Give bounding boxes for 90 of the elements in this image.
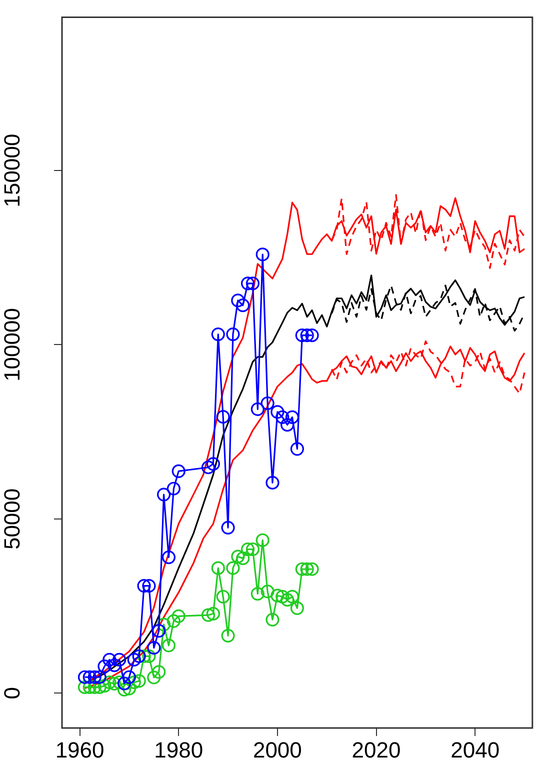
point: [216, 590, 230, 604]
y-tick-label: 100000: [0, 308, 24, 382]
point: [166, 614, 180, 628]
point: [112, 652, 126, 667]
point: [82, 680, 96, 694]
point: [276, 590, 290, 604]
point: [132, 674, 146, 688]
point: [78, 670, 92, 684]
y-tick-label: 150000: [0, 134, 24, 208]
point: [137, 649, 151, 664]
point: [246, 542, 260, 556]
point: [285, 410, 300, 424]
point: [166, 482, 180, 496]
point: [226, 561, 240, 575]
point: [211, 561, 225, 575]
point: [305, 328, 319, 342]
y-tick-label: 0: [0, 687, 24, 700]
point: [137, 579, 151, 593]
point: [280, 418, 294, 432]
point: [142, 649, 156, 664]
point: [78, 680, 92, 694]
point: [206, 606, 220, 621]
point: [132, 649, 146, 664]
point: [127, 676, 141, 690]
point: [266, 476, 280, 490]
point: [127, 652, 141, 667]
point: [117, 682, 132, 696]
point: [82, 670, 96, 684]
point: [211, 327, 225, 342]
x-tick-label: 2020: [352, 737, 401, 762]
point: [117, 676, 132, 690]
point: [295, 562, 309, 576]
x-tick-label: 2040: [450, 737, 500, 762]
point: [270, 588, 284, 602]
point: [221, 520, 235, 534]
point: [102, 652, 116, 667]
point: [231, 550, 245, 564]
point: [122, 670, 136, 684]
point: [266, 612, 280, 626]
point: [201, 608, 216, 622]
point: [152, 665, 166, 679]
point: [280, 592, 294, 607]
point: [156, 618, 171, 632]
point: [231, 294, 245, 308]
point: [250, 587, 264, 601]
point: [236, 552, 250, 566]
point: [162, 638, 176, 652]
point: [260, 396, 274, 410]
point: [290, 442, 304, 456]
point: [102, 676, 116, 690]
point: [162, 550, 176, 564]
point: [236, 298, 250, 312]
point: [290, 601, 304, 615]
point: [305, 562, 319, 576]
x-tick-label: 1960: [55, 737, 104, 762]
point: [246, 276, 260, 290]
point: [295, 328, 309, 342]
point: [221, 628, 235, 642]
point: [147, 670, 161, 684]
point: [240, 542, 255, 556]
point: [206, 457, 220, 471]
point: [152, 624, 166, 638]
point: [147, 641, 161, 655]
point: [300, 562, 314, 576]
point: [270, 405, 284, 419]
point: [98, 660, 112, 674]
point: [172, 464, 186, 478]
point: [92, 670, 106, 684]
point: [216, 410, 230, 424]
point: [256, 533, 270, 547]
point: [201, 460, 216, 474]
point: [256, 248, 270, 262]
x-tick-label: 1980: [154, 737, 204, 762]
point: [142, 579, 156, 593]
point: [156, 488, 171, 502]
point: [108, 658, 122, 672]
point: [122, 682, 136, 696]
point: [300, 328, 314, 342]
point: [276, 410, 290, 424]
point: [240, 276, 255, 290]
y-tick-label: 50000: [0, 488, 24, 550]
point: [226, 327, 240, 342]
point: [108, 676, 122, 691]
point: [260, 584, 274, 598]
point: [250, 402, 264, 416]
point: [285, 590, 300, 604]
point: [172, 609, 186, 623]
point: [88, 670, 102, 684]
point: [98, 679, 112, 693]
x-tick-label: 2000: [252, 737, 302, 762]
